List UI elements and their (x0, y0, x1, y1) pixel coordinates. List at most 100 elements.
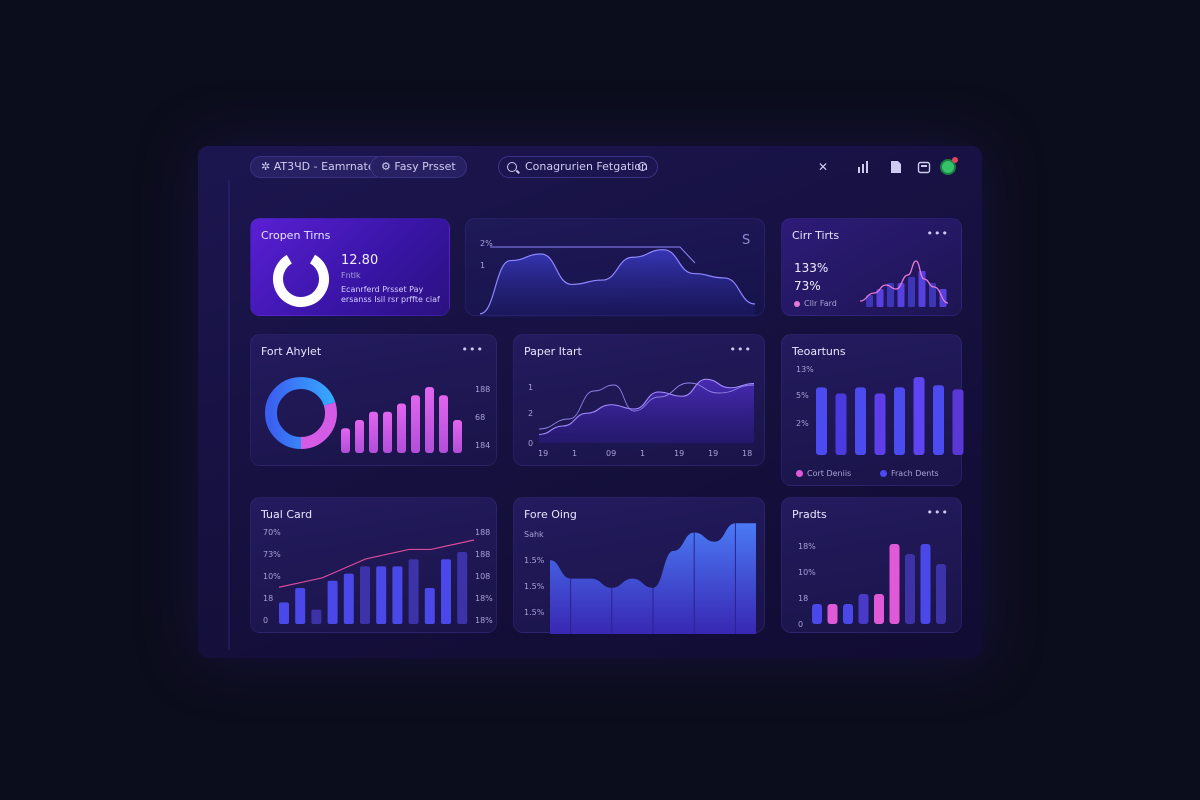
bar (457, 552, 468, 624)
bar-line-chart (859, 260, 949, 307)
legend-dot (880, 470, 887, 477)
axis-tick-label: 10% (263, 572, 281, 581)
axis-tick-label: 1.5% (524, 556, 545, 565)
project-pill[interactable]: ✲ AT3ЧD - Eamrnate (250, 156, 386, 178)
y-tick: 2% (480, 239, 493, 248)
legend-item: Cllr Fard (794, 299, 837, 308)
card-title: Fort Ahylet (261, 345, 322, 358)
bar (383, 411, 392, 453)
card-fort-ahylet: Fort Ahylet ••• 188 68 184 (250, 334, 497, 466)
document-icon[interactable] (882, 160, 901, 174)
axis-tick-label: 0 (798, 620, 804, 629)
more-icon[interactable]: ••• (729, 343, 752, 356)
search-icon-right[interactable] (638, 162, 647, 171)
more-icon[interactable]: ••• (461, 343, 484, 356)
search-icon (507, 162, 517, 172)
project-label: AT3ЧD - Eamrnate (273, 160, 375, 173)
axis-tick-label: 1.5% (524, 608, 545, 617)
axis-tick-label: 70% (263, 528, 281, 537)
y-tick: 1 (528, 383, 534, 392)
bar (453, 420, 462, 453)
bar (843, 604, 853, 624)
bar (425, 387, 434, 453)
card-title: Fore Oing (524, 508, 577, 521)
axis-tick-label: 18 (263, 594, 274, 603)
axis-tick-label: 10% (798, 568, 816, 577)
calendar-icon[interactable] (910, 160, 931, 174)
y-tick: 13% (796, 365, 814, 374)
legend-dot (794, 300, 800, 307)
card-note-2: ersanss Isil rsr prffte ciaf (341, 295, 440, 304)
trend-line (278, 539, 475, 588)
bar (933, 385, 944, 455)
axis-tick-label: 18% (798, 542, 816, 551)
more-icon[interactable]: ••• (926, 227, 949, 240)
corner-label: S (742, 233, 751, 248)
card-title: Pradts (792, 508, 827, 521)
area-fill (480, 249, 755, 317)
bar (369, 411, 378, 453)
y-tick: 68 (475, 413, 486, 422)
expand-icon[interactable]: ✕ (817, 160, 829, 174)
card-tual-card: Tual Card 70% 73% 10% 18 0 188 188 108 18% 18% (250, 497, 497, 633)
bar (874, 393, 886, 455)
y-tick: 188 (475, 385, 491, 394)
card-pradts: Pradts ••• 18% 10% 18 0 (781, 497, 962, 633)
bar (360, 566, 370, 624)
area-fill (550, 523, 756, 634)
area-line (479, 249, 756, 315)
bar (424, 588, 435, 624)
bar (905, 554, 915, 624)
more-icon[interactable]: ••• (926, 506, 949, 519)
axis-tick-label: 0 (263, 616, 269, 625)
bar (929, 283, 936, 307)
bar (889, 544, 900, 624)
bar (918, 271, 926, 307)
bar (874, 594, 884, 624)
card-paper-itart: Paper Itart ••• 1 2 0 19 1 09 1 19 19 18 (513, 334, 765, 466)
bar (936, 564, 946, 624)
avatar[interactable] (940, 157, 958, 175)
stat-value-2: 73% (794, 279, 821, 293)
search-input[interactable]: Conagrurien Fetgation (498, 156, 658, 178)
bar-line-chart (278, 539, 475, 624)
bar (855, 387, 866, 455)
search-value: Conagrurien Fetgation (525, 160, 649, 173)
bar (812, 604, 822, 624)
axis-tick-label: 1.5% (524, 582, 545, 591)
y-tick: 184 (475, 441, 491, 450)
y-tick: 5% (796, 391, 809, 400)
preset-pill[interactable]: ⚙ Fasy Prsset (370, 156, 467, 178)
bar (858, 594, 869, 624)
bar (279, 602, 289, 624)
bar (913, 377, 925, 455)
bar (439, 395, 448, 453)
bar-chart (812, 544, 946, 624)
area-chart (550, 523, 756, 634)
bar (376, 566, 387, 624)
bar (341, 428, 350, 453)
axis-tick-label: 108 (475, 572, 491, 581)
sparkle-icon: ✲ (261, 160, 271, 173)
card-wave-chart: 2% 1 S (465, 218, 765, 317)
bar (295, 588, 306, 624)
bar (311, 609, 322, 624)
bar (894, 387, 905, 455)
card-cropen-tirns: Cropen Tirns 12.80 Fntlk Ecanrferd Prsse… (250, 218, 450, 316)
bar (876, 289, 884, 307)
axis-tick-label: 18% (475, 594, 493, 603)
card-title: Cropen Tirns (261, 229, 331, 242)
slice (265, 377, 337, 449)
x-tick-label: 1 (640, 449, 646, 458)
bar-chart-icon[interactable] (850, 160, 868, 174)
area-chart (479, 246, 756, 317)
card-cirr-tirts: Cirr Tirts ••• 133% 73% Cllr Fard (781, 218, 962, 316)
x-tick-label: 19 (538, 449, 549, 458)
legend-item: Frach Dents (880, 469, 939, 478)
axis-tick-label: 188 (475, 550, 491, 559)
card-note-1: Ecanrferd Prsset Pay (341, 285, 424, 294)
bar (866, 295, 873, 307)
bar-chart (341, 387, 462, 453)
y-tick: 2 (528, 409, 534, 418)
preset-label: Fasy Prsset (394, 160, 456, 173)
